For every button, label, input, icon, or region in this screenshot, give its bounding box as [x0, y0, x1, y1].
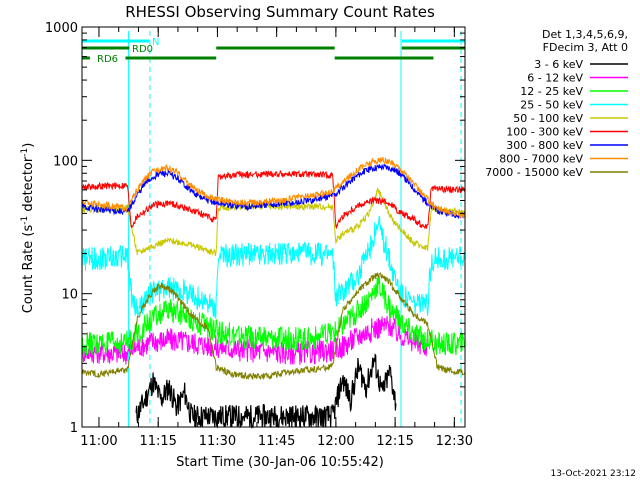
x-tick-label-1: 11:15 — [139, 434, 176, 449]
axes: 1 10 100 1000 11:00 11:15 11:30 11:45 12:00 12:15… — [45, 21, 473, 449]
y-axis-label-main: Count Rate (s — [21, 225, 36, 314]
legend-label-4: 50 - 100 keV — [513, 112, 583, 125]
y-axis-label-mid: detector — [21, 156, 36, 216]
legend-header-line-1: Det 1,3,4,5,6,9, — [542, 28, 628, 41]
series-line-0 — [135, 353, 397, 429]
x-tick-label-4: 12:00 — [317, 434, 354, 449]
y-tick-label-1: 10 — [61, 288, 78, 303]
y-axis-label-sup2: -1 — [20, 148, 30, 157]
legend-label-6: 300 - 800 keV — [506, 139, 583, 152]
x-axis-label: Start Time (30-Jan-06 10:55:42) — [176, 455, 384, 470]
series-line-8 — [81, 271, 466, 380]
x-tick-label-6: 12:30 — [436, 434, 473, 449]
y-axis-label-end: ) — [21, 143, 36, 148]
legend-label-3: 25 - 50 keV — [520, 99, 583, 112]
legend-label-7: 800 - 7000 keV — [499, 153, 583, 166]
x-tick-label-3: 11:45 — [258, 434, 295, 449]
legend-label-5: 100 - 300 keV — [506, 126, 583, 139]
x-tick-label-2: 11:30 — [199, 434, 236, 449]
legend-label-1: 6 - 12 keV — [527, 72, 583, 85]
legend-label-2: 12 - 25 keV — [520, 85, 583, 98]
flag-label-1: RD0 — [132, 44, 153, 55]
series-line-3 — [81, 215, 466, 319]
chart-title: RHESSI Observing Summary Count Rates — [125, 3, 435, 21]
y-axis-label-sup1: -1 — [20, 216, 30, 225]
y-tick-label-0: 1 — [70, 421, 78, 436]
series-line-5 — [81, 169, 466, 230]
series-line-7 — [81, 156, 466, 219]
x-tick-label-5: 12:15 — [376, 434, 413, 449]
legend-label-8: 7000 - 15000 keV — [485, 166, 583, 179]
flag-label-0: N — [152, 37, 159, 48]
legend: Det 1,3,4,5,6,9, FDecim 3, Att 0 3 - 6 k… — [485, 28, 628, 179]
series-line-6 — [81, 163, 466, 219]
footer-date: 13-Oct-2021 23:12 — [551, 469, 636, 479]
legend-header-line-2: FDecim 3, Att 0 — [543, 41, 628, 54]
x-tick-label-0: 11:00 — [80, 434, 117, 449]
legend-label-0: 3 - 6 keV — [534, 58, 583, 71]
y-tick-label-2: 100 — [53, 154, 78, 169]
series-line-2 — [81, 275, 466, 356]
y-tick-label-3: 1000 — [45, 21, 78, 36]
flag-label-2: RD6 — [97, 54, 118, 65]
series-line-1 — [81, 314, 428, 365]
y-axis-label: Count Rate (s-1 detector-1) — [20, 143, 36, 314]
plot-frame — [81, 26, 466, 428]
